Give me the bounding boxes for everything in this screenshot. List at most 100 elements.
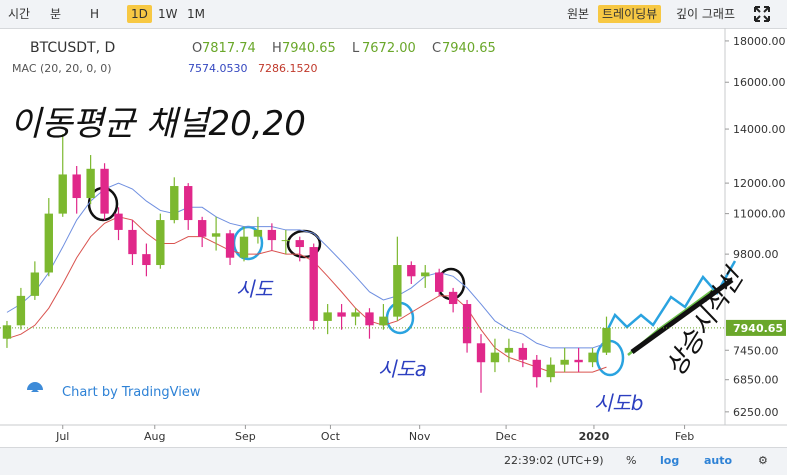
y-tick-label: 12000.00: [733, 177, 786, 190]
candle-body: [253, 229, 263, 237]
candle-body: [365, 312, 374, 326]
tool-button[interactable]: H: [90, 7, 100, 21]
y-tick-label: 11000.00: [733, 208, 786, 221]
channel-line: [6, 216, 607, 373]
candle-body: [407, 265, 416, 277]
tool-button[interactable]: 시간: [8, 7, 31, 21]
symbol: BTCUSDT, D: [30, 40, 115, 56]
candle-body: [197, 220, 207, 237]
status-button[interactable]: auto: [704, 454, 733, 467]
status-bar: 22:39:02 (UTC+9) % log auto ⚙: [0, 447, 787, 475]
candle-body: [170, 186, 179, 221]
candle-body: [546, 364, 555, 378]
candle-body: [435, 272, 444, 292]
annotation: 시도a: [378, 357, 427, 381]
settings-icon[interactable]: ⚙: [758, 454, 768, 467]
last-price-box: [726, 319, 786, 336]
ohlc-value: 7672.00: [362, 41, 416, 56]
toolbar: 시간 분 H 1D 1W 1M 원본 트레이딩뷰 깊이 그래프: [0, 0, 787, 29]
candle-body: [323, 312, 332, 321]
candle-body: [393, 265, 402, 317]
candle-body: [490, 352, 500, 363]
x-tick-label: Oct: [321, 430, 341, 443]
y-tick-label: 18000.00: [733, 35, 786, 48]
status-button[interactable]: log: [660, 454, 680, 467]
clock: 22:39:02 (UTC+9): [504, 454, 604, 467]
ohlc-key: O: [192, 41, 202, 56]
candle-body: [44, 213, 53, 273]
channel-line: [6, 182, 607, 349]
candle-body: [309, 247, 318, 321]
watermark: Chart by TradingView: [62, 385, 201, 400]
x-tick-label: Dec: [495, 430, 516, 443]
x-tick-label: Sep: [235, 430, 256, 443]
candle-body: [462, 304, 472, 344]
candle-body: [379, 316, 388, 326]
candle-body: [504, 347, 514, 353]
ohlc-value: 7817.74: [202, 41, 256, 56]
ohlc-key: C: [432, 41, 441, 56]
ohlc-key: H: [272, 41, 282, 56]
candle-body: [30, 272, 40, 296]
candle-body: [560, 359, 569, 365]
candle-body: [128, 229, 137, 255]
indicator-value: 7574.0530: [188, 62, 248, 75]
tool-button[interactable]: 1D: [127, 5, 152, 23]
annotation: 시도: [236, 277, 274, 301]
ohlc-value: 7940.65: [282, 41, 336, 56]
y-tick-label: 6250.00: [733, 406, 779, 419]
annotation: 이동평균 채널20,20: [10, 104, 306, 144]
tool-button[interactable]: 분: [50, 7, 62, 21]
candle-body: [267, 229, 277, 241]
last-price-label: 7940.65: [733, 322, 783, 335]
ohlc-value: 7940.65: [442, 41, 496, 56]
candle-body: [602, 327, 611, 353]
ohlc-key: L: [352, 41, 360, 56]
y-tick-label: 7450.00: [733, 344, 779, 357]
candle-body: [448, 291, 458, 305]
candle-body: [72, 174, 81, 199]
candle-body: [351, 312, 360, 317]
candle-body: [16, 295, 26, 326]
y-tick-label: 14000.00: [733, 123, 786, 136]
candle-body: [184, 186, 193, 221]
x-tick-label: Feb: [675, 430, 694, 443]
chart: BTCUSDT, D MAC (20, 20, 0, 0) 7574.0530 …: [0, 28, 787, 443]
y-tick-label: 6850.00: [733, 374, 779, 387]
x-tick-label: 2020: [579, 430, 610, 443]
tool-button[interactable]: 1M: [187, 7, 205, 21]
tool-button[interactable]: 1W: [158, 7, 178, 21]
candle-body: [476, 343, 486, 363]
candle-body: [156, 220, 165, 266]
y-tick-label: 16000.00: [733, 76, 786, 89]
tool-button[interactable]: 깊이 그래프: [676, 7, 736, 21]
tool-button[interactable]: 트레이딩뷰: [598, 5, 662, 23]
candle-body: [421, 272, 430, 277]
x-tick-label: Nov: [409, 430, 431, 443]
candle-body: [532, 359, 541, 378]
candle-body: [225, 233, 235, 258]
candle-body: [86, 168, 95, 199]
candle-body: [518, 347, 528, 360]
x-tick-label: Aug: [144, 430, 165, 443]
candle-body: [239, 236, 249, 258]
hand-circles: [87, 186, 737, 377]
status-button[interactable]: %: [626, 454, 637, 467]
candle-body: [2, 325, 12, 339]
candle-body: [295, 240, 304, 248]
candle-body: [337, 312, 346, 317]
tool-button[interactable]: 원본: [567, 7, 590, 21]
candle-body: [281, 240, 290, 242]
candle-body: [100, 168, 109, 214]
candle-body: [142, 254, 151, 266]
candle-body: [574, 359, 583, 363]
candle-body: [211, 233, 221, 237]
x-tick-label: Jul: [55, 430, 69, 443]
candle-body: [58, 174, 67, 214]
annotation: 시도b: [594, 391, 644, 415]
candle-body: [588, 352, 597, 363]
fullscreen-icon[interactable]: [754, 6, 770, 22]
watermark-logo: [27, 382, 43, 392]
y-tick-label: 9800.00: [733, 248, 779, 261]
